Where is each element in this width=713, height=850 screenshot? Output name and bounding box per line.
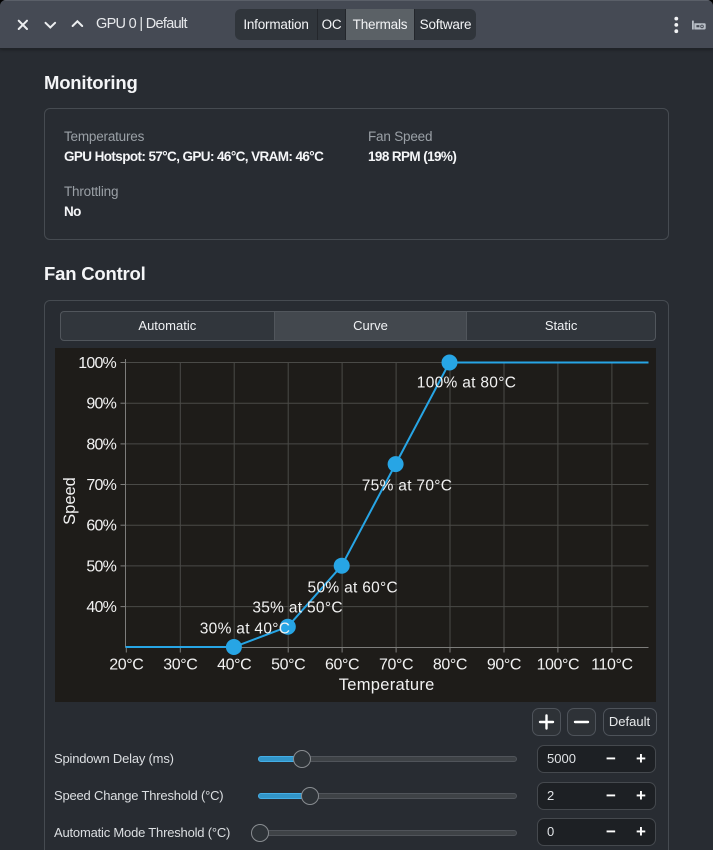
svg-text:Speed: Speed <box>61 477 79 525</box>
svg-text:100% at 80°C: 100% at 80°C <box>417 375 516 392</box>
svg-text:70%: 70% <box>86 477 116 494</box>
svg-text:50%: 50% <box>86 558 116 575</box>
svg-text:110°C: 110°C <box>591 657 632 674</box>
svg-text:50°C: 50°C <box>271 657 305 674</box>
svg-text:80%: 80% <box>86 436 116 453</box>
svg-text:35% at 50°C: 35% at 50°C <box>252 600 343 617</box>
svg-text:75% at 70°C: 75% at 70°C <box>362 478 453 495</box>
svg-text:20°C: 20°C <box>109 657 143 674</box>
svg-text:40%: 40% <box>86 599 116 616</box>
svg-text:100°C: 100°C <box>537 657 580 674</box>
svg-text:Temperature: Temperature <box>339 676 435 694</box>
svg-text:40°C: 40°C <box>217 657 251 674</box>
svg-text:60°C: 60°C <box>325 657 359 674</box>
svg-text:90%: 90% <box>86 396 116 413</box>
svg-text:30% at 40°C: 30% at 40°C <box>200 621 291 638</box>
svg-text:70°C: 70°C <box>379 657 413 674</box>
svg-text:100%: 100% <box>78 355 116 372</box>
svg-text:80°C: 80°C <box>433 657 467 674</box>
svg-text:90°C: 90°C <box>487 657 521 674</box>
svg-text:60%: 60% <box>86 518 116 535</box>
svg-text:30°C: 30°C <box>163 657 197 674</box>
svg-text:50% at 60°C: 50% at 60°C <box>308 580 399 597</box>
